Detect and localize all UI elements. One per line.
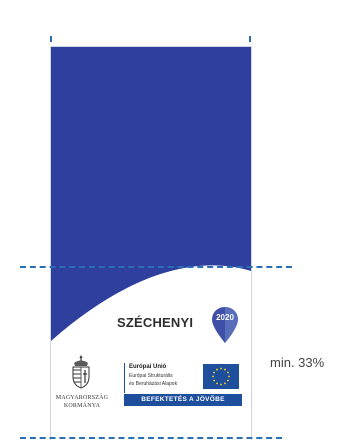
szechenyi-year: 2020: [216, 313, 234, 322]
bottom-guide: [20, 437, 282, 439]
eu-subtitle-line1: Európai Strukturális: [129, 373, 173, 379]
eu-star-icon: [224, 368, 226, 371]
eu-star-icon: [220, 367, 222, 370]
eu-star-icon: [227, 371, 229, 374]
eu-star-icon: [213, 371, 215, 374]
blue-area: [51, 47, 251, 341]
invest-in-future-banner: BEFEKTETÉS A JÖVŐBE: [124, 394, 242, 406]
eu-logo-block: Európai Unió Európai Strukturális és Ber…: [124, 363, 245, 393]
eu-star-icon: [228, 375, 230, 378]
eu-subtitle-line2: és Beruházási Alapok: [129, 381, 178, 387]
eu-star-icon: [224, 382, 226, 385]
eu-star-icon: [216, 382, 218, 385]
one-third-guide: [20, 266, 292, 268]
min-percentage-label: min. 33%: [270, 355, 325, 370]
eu-star-icon: [220, 383, 222, 386]
hungarian-coat-of-arms-icon: [70, 355, 92, 389]
eu-star-icon: [216, 368, 218, 371]
eu-star-icon: [213, 379, 215, 382]
eu-star-icon: [227, 379, 229, 382]
poster: SZÉCHENYI 2020 MAGYARORSZÁG K: [50, 46, 252, 440]
eu-star-icon: [212, 375, 214, 378]
szechenyi-label: SZÉCHENYI: [117, 315, 194, 330]
government-name-line2: KORMÁNYA: [63, 403, 101, 409]
eu-title: Európai Unió: [129, 364, 167, 370]
eu-flag-icon: [203, 364, 239, 389]
government-name-line1: MAGYARORSZÁG: [55, 395, 109, 401]
location-pin-icon: 2020: [211, 306, 239, 344]
